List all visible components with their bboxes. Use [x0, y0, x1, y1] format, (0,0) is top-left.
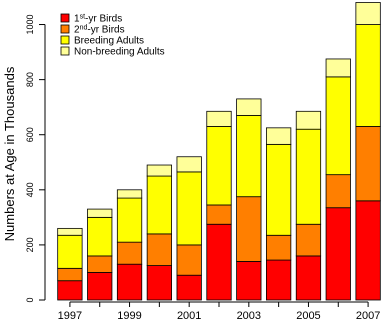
x-tick-label-1999: 1999 [117, 310, 141, 320]
bar-1998-series-1 [87, 272, 113, 301]
bars-group [57, 2, 381, 301]
bar-2000-series-4 [146, 164, 172, 177]
bar-2005-series-1 [295, 255, 322, 301]
bar-1998-series-4 [87, 208, 113, 218]
bar-2005-series-3 [295, 128, 322, 225]
bar-2001-series-4 [176, 156, 202, 173]
bar-2004-series-2 [266, 234, 292, 261]
bar-2005-series-4 [295, 110, 322, 130]
bar-2003-series-3 [236, 115, 262, 198]
y-tick-label-800: 800 [25, 72, 35, 87]
x-tick-label-1997: 1997 [58, 310, 82, 320]
y-tick-label-400: 400 [25, 182, 35, 197]
bar-1999-series-1 [116, 263, 143, 301]
x-tick-label-2007: 2007 [356, 310, 380, 320]
bar-2007-series-1 [355, 200, 381, 301]
bar-2002-series-1 [206, 223, 232, 301]
legend-swatch-2 [60, 24, 70, 34]
bar-1999-series-2 [116, 241, 143, 265]
bar-2006-series-3 [325, 76, 351, 176]
x-tick-label-2001: 2001 [177, 310, 201, 320]
bar-2000-series-1 [146, 265, 172, 301]
bar-1997-series-1 [57, 280, 83, 301]
y-tick-label-200: 200 [25, 237, 35, 252]
bar-2001-series-2 [176, 244, 202, 276]
y-axis-label: Numbers at Age in Thousands [2, 66, 17, 241]
bar-2006-series-4 [325, 58, 351, 78]
bar-1997-series-2 [57, 267, 83, 282]
x-tick-label-2005: 2005 [296, 310, 320, 320]
bar-1998-series-3 [87, 216, 113, 257]
legend-swatch-3 [60, 35, 70, 45]
bar-1997-series-4 [57, 227, 83, 236]
x-tick-label-2003: 2003 [237, 310, 261, 320]
axes-group: 0 200 400 600 800 1000 1997 1999 2001 2003 2005 200… [25, 15, 380, 320]
bar-2004-series-4 [266, 127, 292, 145]
bar-2003-series-4 [236, 98, 262, 116]
bar-2001-series-1 [176, 274, 202, 301]
bar-2000-series-2 [146, 233, 172, 266]
legend-label-2: 2nd-yr Birds [74, 25, 125, 36]
bar-2004-series-1 [266, 259, 292, 301]
bar-2001-series-3 [176, 171, 202, 246]
bar-2002-series-3 [206, 126, 232, 206]
bar-2005-series-2 [295, 223, 322, 257]
bar-2003-series-1 [236, 261, 262, 301]
bar-2007-series-2 [355, 126, 381, 202]
bar-2006-series-1 [325, 207, 351, 301]
bar-2002-series-4 [206, 110, 232, 127]
legend-label-3: Breeding Adults [74, 36, 144, 47]
bar-1998-series-2 [87, 255, 113, 273]
y-tick-label-1000: 1000 [25, 15, 35, 35]
y-tick-label-600: 600 [25, 127, 35, 142]
legend-swatch-1 [60, 13, 70, 23]
legend-label-4: Non-breeding Adults [74, 47, 165, 58]
bar-2007-series-3 [355, 24, 381, 127]
bar-2004-series-3 [266, 143, 292, 236]
bar-2002-series-2 [206, 204, 232, 225]
legend-swatch-4 [60, 46, 70, 56]
bar-1997-series-3 [57, 234, 83, 269]
bar-1999-series-3 [116, 197, 143, 243]
bar-2000-series-3 [146, 175, 172, 235]
y-tick-label-0: 0 [25, 297, 35, 302]
bar-2003-series-2 [236, 196, 262, 262]
bar-2007-series-4 [355, 2, 381, 25]
bar-2006-series-2 [325, 174, 351, 209]
bar-1999-series-4 [116, 189, 143, 199]
legend-label-1: 1st-yr Birds [74, 14, 122, 25]
